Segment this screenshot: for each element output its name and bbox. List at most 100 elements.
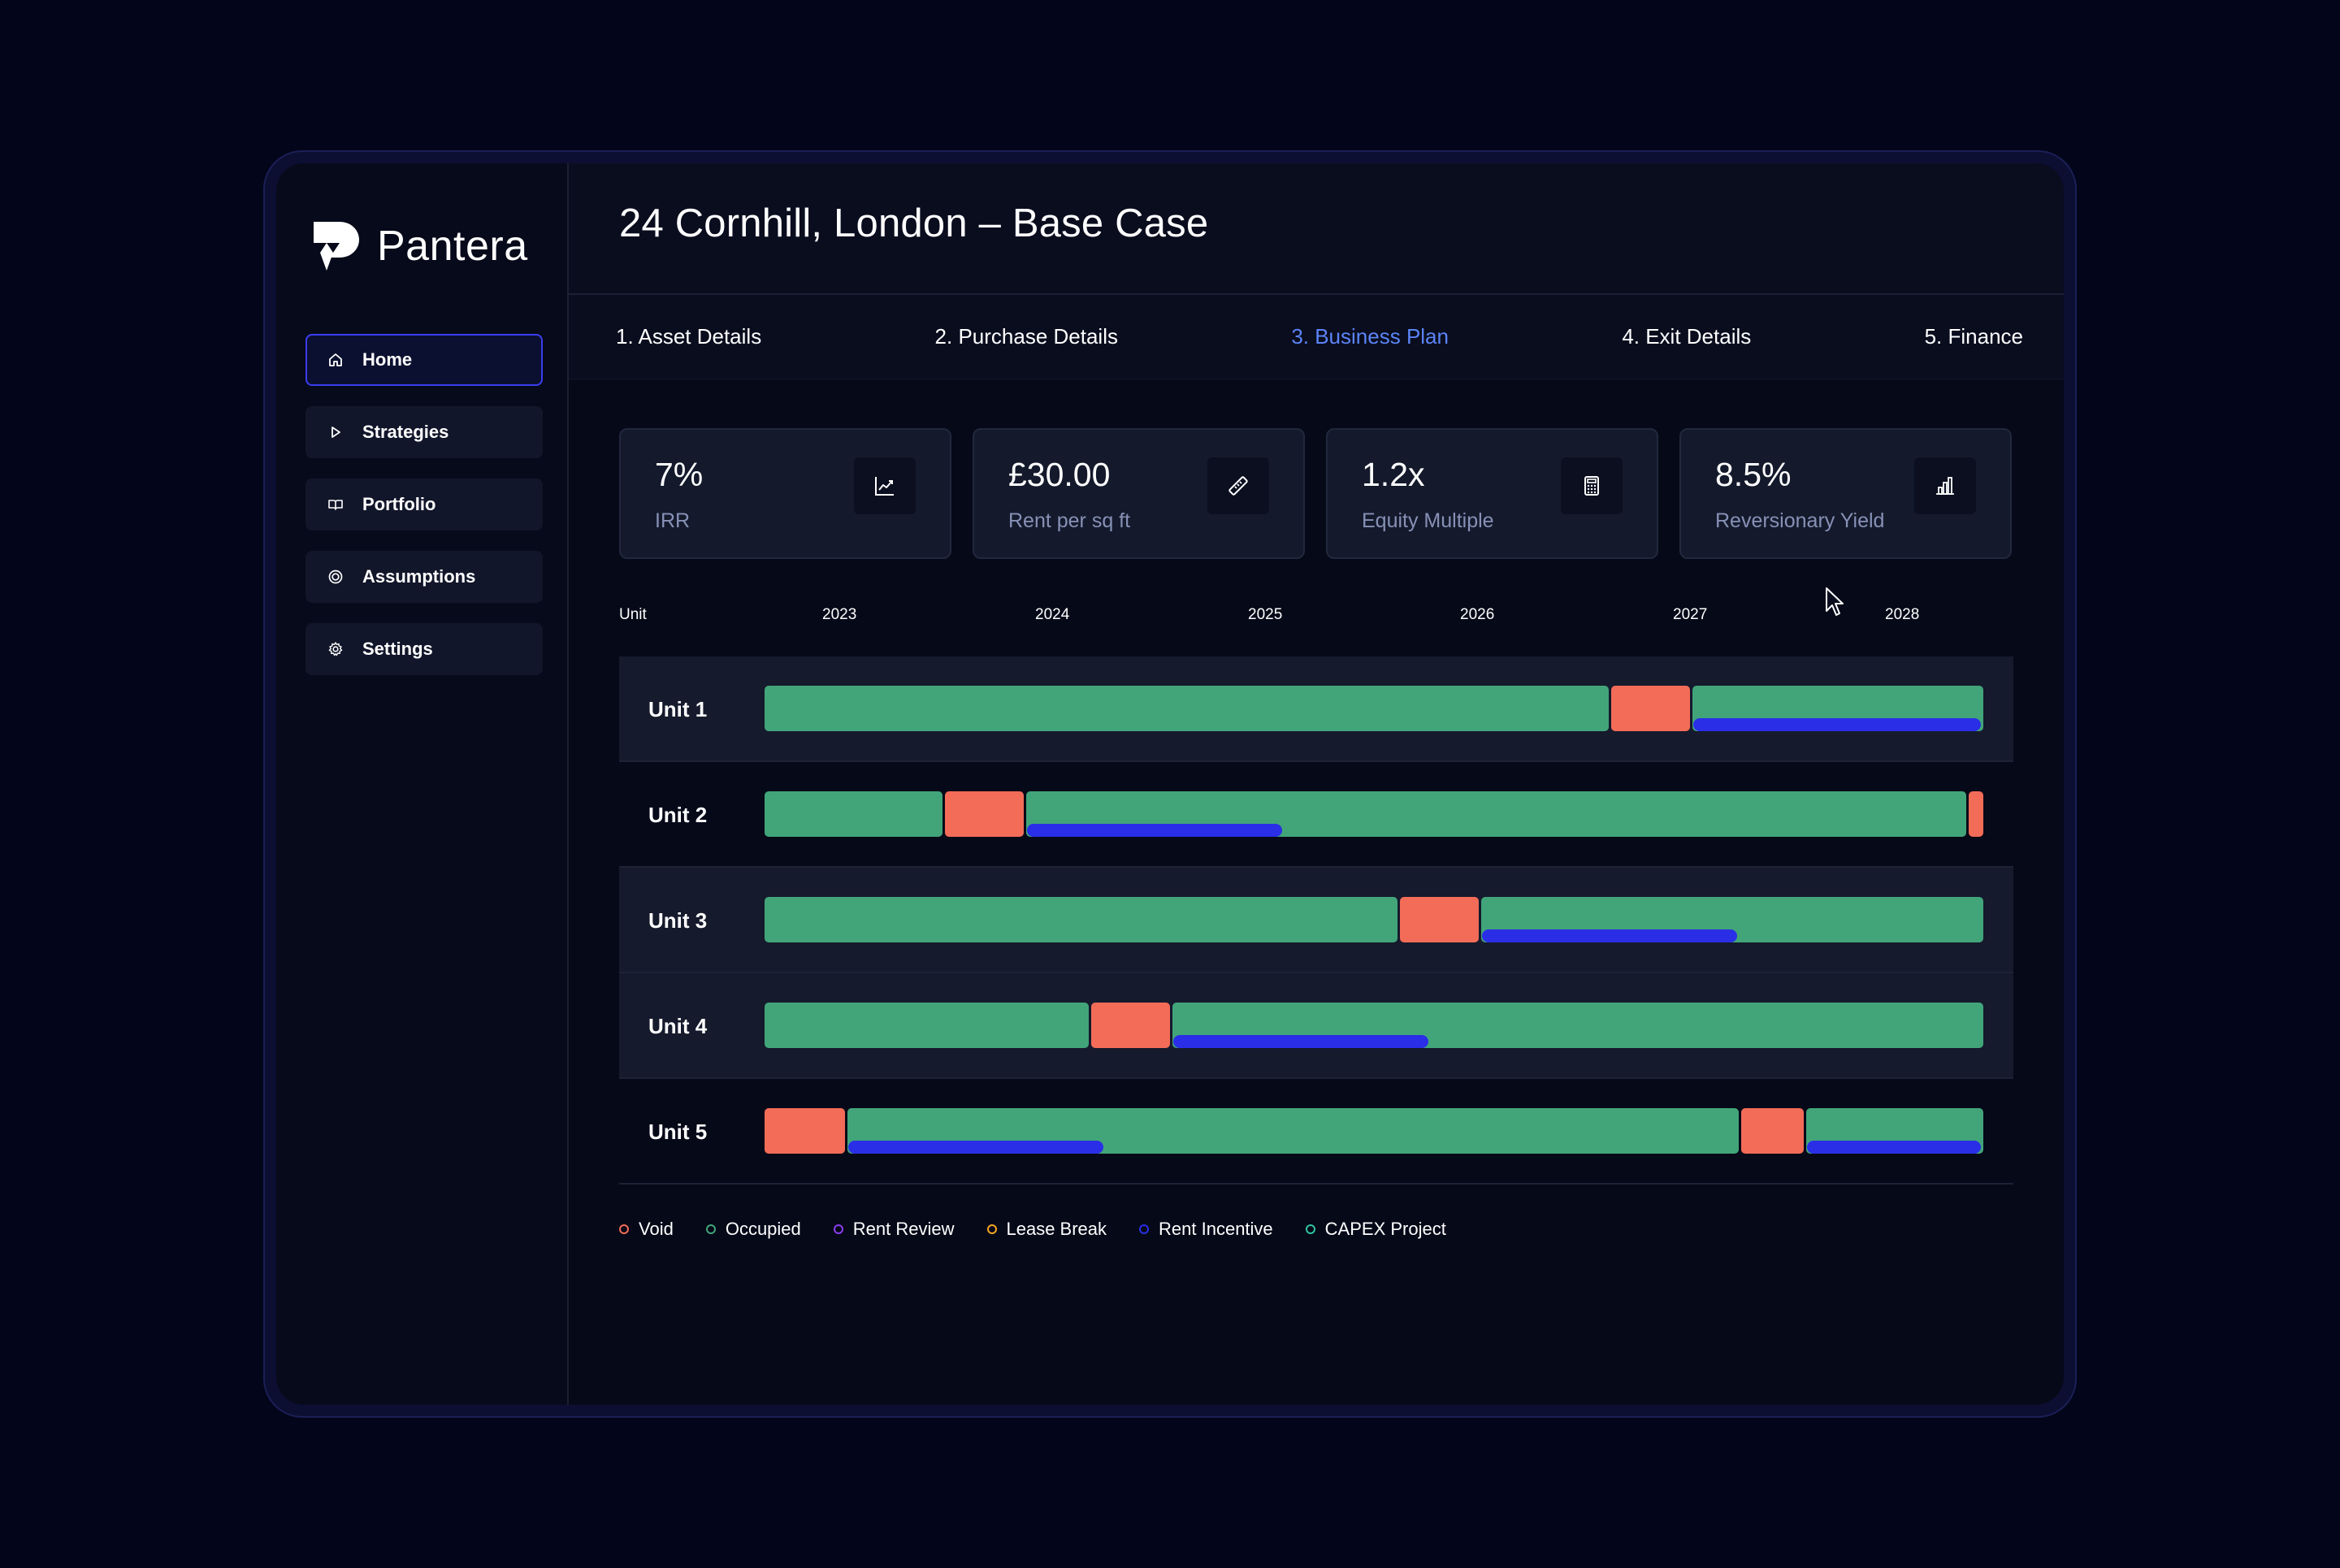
- app-window: Pantera Home Strategies: [276, 163, 2064, 1405]
- sidebar-item-label: Assumptions: [362, 566, 476, 587]
- legend-dot: [1305, 1224, 1315, 1234]
- occupied-bar[interactable]: [765, 1003, 1089, 1048]
- kpi-card-irr: 7% IRR: [619, 428, 951, 559]
- sidebar-item-settings[interactable]: Settings: [306, 623, 543, 675]
- year-tick-label: 2028: [1885, 606, 1920, 623]
- year-tick-label: 2026: [1460, 606, 1495, 623]
- rent-incentive-bar[interactable]: [1807, 1141, 1981, 1154]
- void-bar[interactable]: [1399, 897, 1479, 942]
- page-header: 24 Cornhill, London – Base Case: [569, 163, 2064, 295]
- unit-track: [765, 897, 1983, 942]
- rent-incentive-bar[interactable]: [1173, 1035, 1428, 1048]
- legend-label: Rent Review: [852, 1219, 955, 1239]
- tab-exit-details[interactable]: 4. Exit Details: [1622, 324, 1752, 349]
- legend-label: Occupied: [725, 1219, 801, 1239]
- legend-item-rent-incentive[interactable]: Rent Incentive: [1139, 1219, 1273, 1240]
- unit-label: Unit 1: [648, 697, 708, 721]
- step-tabs: 1. Asset Details 2. Purchase Details 3. …: [569, 295, 2064, 379]
- rent-incentive-bar[interactable]: [848, 1141, 1103, 1154]
- tab-asset-details[interactable]: 1. Asset Details: [616, 324, 762, 349]
- brand-name: Pantera: [377, 223, 528, 270]
- business-plan-content: 7% IRR £30.00 Rent per sq ft: [569, 379, 2064, 1240]
- table-row: Unit 3: [619, 868, 2013, 973]
- kpi-value: £30.00: [1008, 456, 1111, 493]
- book-icon: [327, 496, 344, 513]
- kpi-label: Equity Multiple: [1362, 509, 1494, 532]
- rent-incentive-bar[interactable]: [1693, 718, 1981, 731]
- page-title: 24 Cornhill, London – Base Case: [619, 201, 1209, 245]
- kpi-card-rent-per-sqft: £30.00 Rent per sq ft: [973, 428, 1305, 559]
- unit-track: [765, 1108, 1983, 1154]
- unit-label: Unit 5: [648, 1120, 708, 1144]
- pantera-logo-icon: [314, 222, 359, 271]
- sidebar-item-assumptions[interactable]: Assumptions: [306, 551, 543, 603]
- kpi-card-equity-multiple: 1.2x Equity Multiple: [1326, 428, 1658, 559]
- table-row: Unit 4: [619, 973, 2013, 1079]
- timeline-header: Unit 2023 2024 2025 2026 2027 2028: [619, 606, 2013, 656]
- year-tick-label: 2023: [822, 606, 857, 623]
- rent-incentive-bar[interactable]: [1482, 929, 1737, 942]
- sidebar-item-portfolio[interactable]: Portfolio: [306, 479, 543, 531]
- legend-dot: [705, 1224, 716, 1234]
- sidebar-item-strategies[interactable]: Strategies: [306, 406, 543, 458]
- void-bar[interactable]: [1740, 1108, 1804, 1154]
- chart-legend: Void Occupied Rent Review Lease Bre: [619, 1219, 2013, 1240]
- gear-icon: [327, 640, 344, 658]
- bar-chart-icon: [1914, 457, 1976, 514]
- sidebar-item-home[interactable]: Home: [306, 334, 543, 386]
- unit-column-header: Unit: [619, 606, 647, 623]
- occupied-bar[interactable]: [765, 791, 942, 837]
- kpi-label: Rent per sq ft: [1008, 509, 1131, 532]
- sidebar-nav: Home Strategies Portfolio: [306, 334, 543, 695]
- sidebar-item-label: Settings: [362, 639, 433, 659]
- brand: Pantera: [312, 222, 528, 271]
- sidebar-item-label: Strategies: [362, 422, 449, 442]
- table-row: Unit 5: [619, 1079, 2013, 1185]
- kpi-value: 1.2x: [1362, 456, 1425, 493]
- tab-business-plan[interactable]: 3. Business Plan: [1291, 324, 1449, 349]
- tab-finance[interactable]: 5. Finance: [1924, 324, 2023, 349]
- mouse-cursor-icon: [1826, 587, 1844, 616]
- legend-label: Rent Incentive: [1159, 1219, 1273, 1239]
- calculator-icon: [1561, 457, 1623, 514]
- occupied-bar[interactable]: [765, 897, 1398, 942]
- kpi-value: 7%: [655, 456, 704, 493]
- legend-item-void[interactable]: Void: [619, 1219, 674, 1240]
- line-chart-icon: [854, 457, 916, 514]
- void-bar[interactable]: [1090, 1003, 1170, 1048]
- legend-label: CAPEX Project: [1324, 1219, 1446, 1239]
- unit-track: [765, 686, 1983, 731]
- legend-dot: [1139, 1224, 1150, 1234]
- unit-timeline-chart: Unit 2023 2024 2025 2026 2027 2028 Unit …: [619, 606, 2013, 1240]
- main-panel: 24 Cornhill, London – Base Case 1. Asset…: [569, 163, 2064, 1405]
- unit-label: Unit 4: [648, 1014, 708, 1038]
- void-bar[interactable]: [1610, 686, 1690, 731]
- legend-item-capex-project[interactable]: CAPEX Project: [1305, 1219, 1446, 1240]
- kpi-card-reversionary-yield: 8.5% Reversionary Yield: [1679, 428, 2012, 559]
- rent-incentive-bar[interactable]: [1027, 824, 1282, 837]
- play-icon: [327, 423, 344, 441]
- device-frame: Pantera Home Strategies: [263, 150, 2077, 1418]
- unit-label: Unit 2: [648, 803, 708, 827]
- legend-item-rent-review[interactable]: Rent Review: [833, 1219, 955, 1240]
- unit-track: [765, 791, 1983, 837]
- table-row: Unit 2: [619, 762, 2013, 868]
- target-icon: [327, 568, 344, 586]
- legend-label: Void: [639, 1219, 674, 1239]
- legend-item-occupied[interactable]: Occupied: [705, 1219, 801, 1240]
- legend-dot: [833, 1224, 843, 1234]
- void-bar[interactable]: [765, 1108, 845, 1154]
- legend-dot: [986, 1224, 997, 1234]
- year-tick-label: 2027: [1673, 606, 1708, 623]
- unit-track: [765, 1003, 1983, 1048]
- tab-purchase-details[interactable]: 2. Purchase Details: [934, 324, 1118, 349]
- home-icon: [327, 351, 344, 369]
- legend-label: Lease Break: [1006, 1219, 1107, 1239]
- kpi-label: IRR: [655, 509, 691, 532]
- void-bar[interactable]: [944, 791, 1024, 837]
- legend-item-lease-break[interactable]: Lease Break: [986, 1219, 1107, 1240]
- occupied-bar[interactable]: [765, 686, 1609, 731]
- timeline-rows: Unit 1 Unit 2 Unit 3 Unit 4: [619, 656, 2013, 1185]
- year-tick-label: 2024: [1035, 606, 1070, 623]
- void-bar[interactable]: [1968, 791, 1983, 837]
